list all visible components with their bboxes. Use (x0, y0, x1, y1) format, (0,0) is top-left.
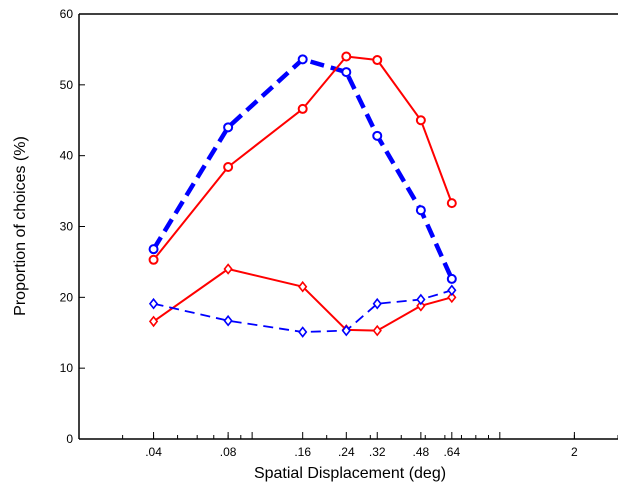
series-1 (148, 54, 457, 284)
data-point (446, 198, 457, 209)
data-point (148, 254, 159, 265)
series-4 (148, 284, 457, 338)
x-tick-label: .64 (443, 445, 460, 459)
x-tick-label: .48 (413, 445, 430, 459)
data-point (341, 324, 351, 337)
data-point (298, 326, 308, 338)
y-tick-label: 40 (60, 149, 74, 163)
y-tick-label: 10 (60, 361, 74, 375)
data-point (372, 55, 383, 66)
y-tick-label: 60 (60, 7, 74, 21)
series-line (152, 55, 453, 261)
data-point (298, 280, 308, 293)
y-tick-label: 50 (60, 78, 74, 92)
data-point (372, 324, 382, 337)
x-tick-label: .08 (220, 445, 237, 459)
series-line (151, 57, 454, 280)
data-point (416, 293, 426, 306)
x-tick-label: .32 (369, 445, 386, 459)
x-tick-label: .04 (145, 445, 162, 459)
data-point (415, 115, 426, 126)
y-tick-label: 20 (60, 290, 74, 304)
x-tick-label: .16 (294, 445, 311, 459)
x-axis-title: Spatial Displacement (deg) (254, 465, 446, 482)
data-point (416, 300, 426, 312)
data-point (223, 122, 234, 133)
axes: 0 10 20 30 40 50 60 .04 .08 .16 .24 .32 .48 .64 2 (60, 7, 618, 459)
data-point (341, 67, 352, 78)
x-tick-label: .24 (338, 445, 355, 459)
data-point (148, 315, 159, 328)
data-point (148, 297, 159, 310)
data-point (223, 263, 233, 275)
y-axis-title: Proportion of choices (%) (12, 136, 29, 316)
data-point (446, 273, 457, 284)
data-point (223, 314, 233, 327)
data-point (415, 205, 426, 216)
data-point (372, 130, 383, 141)
data-point (297, 54, 308, 65)
data-point (223, 162, 234, 172)
data-point (297, 103, 308, 114)
data-point (372, 297, 382, 310)
data-point (148, 244, 159, 255)
series-line (153, 268, 453, 332)
data-point (447, 291, 457, 304)
series-3 (148, 263, 457, 337)
data-point (341, 51, 352, 62)
series-2 (148, 51, 457, 265)
y-tick-label: 30 (60, 220, 74, 234)
series-line (153, 289, 453, 333)
series-layer (148, 51, 457, 338)
x-tick-label: 2 (571, 445, 578, 459)
data-point (447, 284, 457, 297)
y-tick-label: 0 (66, 432, 73, 446)
